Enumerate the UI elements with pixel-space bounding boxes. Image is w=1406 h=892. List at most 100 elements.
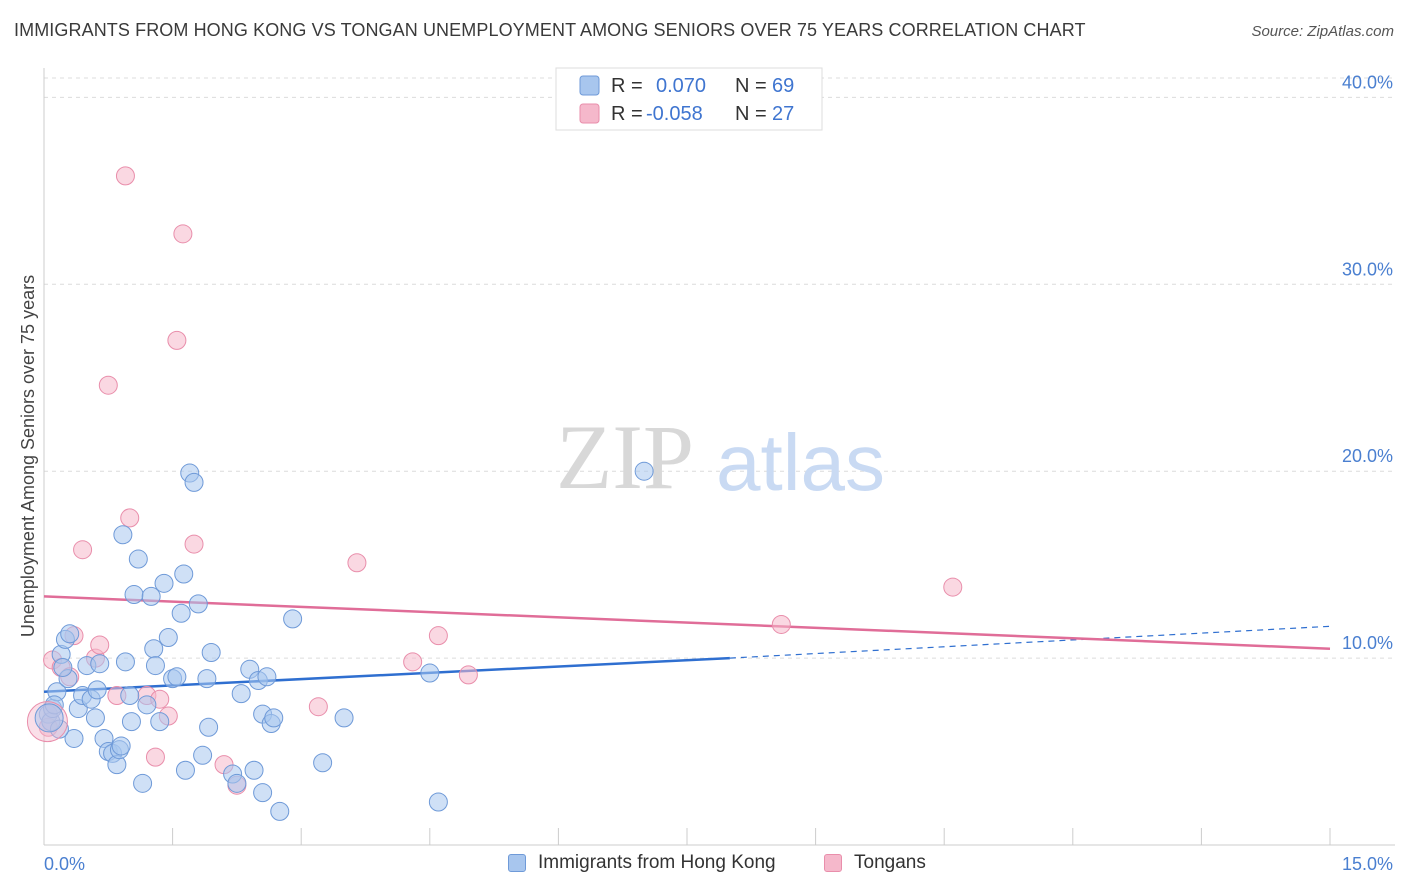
chart-title: IMMIGRANTS FROM HONG KONG VS TONGAN UNEM… xyxy=(14,20,1086,40)
legend-item-hong-kong[interactable]: Immigrants from Hong Kong xyxy=(508,852,776,874)
point-tongans xyxy=(120,508,140,528)
point-hong-kong xyxy=(193,745,213,765)
point-tongans xyxy=(308,697,328,717)
watermark-atlas: atlas xyxy=(716,418,885,507)
point-hong-kong xyxy=(87,680,107,700)
point-tongans xyxy=(115,166,135,186)
point-hong-kong xyxy=(184,472,204,492)
point-hong-kong xyxy=(264,708,284,728)
trend-line-hong-kong-extension xyxy=(729,625,1331,659)
point-hong-kong xyxy=(121,712,141,732)
y-axis-label: Unemployment Among Seniors over 75 years xyxy=(18,275,38,637)
point-tongans xyxy=(943,577,963,597)
point-hong-kong xyxy=(428,792,448,812)
axes xyxy=(43,68,1395,846)
point-hong-kong xyxy=(133,773,153,793)
tick-labels: 10.0% 20.0% 30.0% 40.0% 0.0% 15.0% xyxy=(44,72,1393,874)
legend-label-hong-kong: Immigrants from Hong Kong xyxy=(538,852,776,873)
point-hong-kong xyxy=(137,695,157,715)
legend-r-label-1: R = xyxy=(611,75,643,97)
legend-r-label-2: R = xyxy=(611,103,643,125)
point-hong-kong xyxy=(120,685,140,705)
point-hong-kong xyxy=(257,667,277,687)
legend-swatch-hong-kong xyxy=(508,854,526,872)
y-tick-label: 20.0% xyxy=(1342,446,1393,466)
point-tongans xyxy=(428,626,448,646)
point-hong-kong xyxy=(167,667,187,687)
point-hong-kong xyxy=(115,652,135,672)
point-hong-kong xyxy=(175,760,195,780)
x-tick-label: 0.0% xyxy=(44,854,85,874)
point-hong-kong xyxy=(158,628,178,648)
point-hong-kong xyxy=(201,642,221,662)
point-hong-kong xyxy=(90,654,110,674)
source-credit: Source: ZipAtlas.com xyxy=(1251,23,1394,40)
point-tongans xyxy=(458,665,478,685)
point-hong-kong xyxy=(128,549,148,569)
trend-lines xyxy=(43,595,1331,693)
point-hong-kong xyxy=(124,585,144,605)
point-hong-kong xyxy=(420,663,440,683)
point-hong-kong xyxy=(231,684,251,704)
point-hong-kong xyxy=(113,525,133,545)
point-hong-kong xyxy=(141,586,161,606)
legend-label-tongans: Tongans xyxy=(854,852,926,873)
point-hong-kong xyxy=(150,712,170,732)
legend-n-label-1: N = xyxy=(735,75,767,97)
point-tongans xyxy=(347,553,367,573)
legend-r-value-2: -0.058 xyxy=(646,103,703,125)
watermark-zip: ZIP xyxy=(556,406,694,508)
point-hong-kong xyxy=(283,609,303,629)
point-hong-kong xyxy=(111,736,131,756)
y-tick-label: 30.0% xyxy=(1342,259,1393,279)
point-hong-kong xyxy=(227,773,247,793)
point-hong-kong xyxy=(60,624,80,644)
legend-swatch-tongans xyxy=(824,854,842,872)
watermark: ZIP atlas xyxy=(556,406,885,508)
stats-legend: R = 0.070 N = 69 R = -0.058 N = 27 xyxy=(555,67,823,131)
legend-swatch-blue xyxy=(579,75,600,96)
point-hong-kong xyxy=(85,708,105,728)
legend-r-value-1: 0.070 xyxy=(656,75,706,97)
point-hong-kong xyxy=(145,656,165,676)
point-hong-kong xyxy=(313,753,333,773)
point-hong-kong xyxy=(34,703,64,733)
point-hong-kong xyxy=(244,760,264,780)
bottom-legend: Immigrants from Hong Kong Tongans xyxy=(0,852,1406,878)
point-hong-kong xyxy=(334,708,354,728)
y-tick-label: 10.0% xyxy=(1342,633,1393,653)
data-points xyxy=(26,166,963,821)
point-hong-kong xyxy=(197,669,217,689)
legend-n-value-2: 27 xyxy=(772,103,794,125)
point-tongans xyxy=(73,540,93,560)
grid-lines xyxy=(44,77,1395,659)
y-tick-label: 40.0% xyxy=(1342,72,1393,92)
point-hong-kong xyxy=(144,639,164,659)
point-hong-kong xyxy=(188,594,208,614)
point-hong-kong xyxy=(64,728,84,748)
trend-line-tongans xyxy=(43,595,1331,650)
point-hong-kong xyxy=(199,717,219,737)
point-hong-kong xyxy=(154,573,174,593)
legend-item-tongans[interactable]: Tongans xyxy=(824,852,926,874)
point-tongans xyxy=(173,224,193,244)
point-tongans xyxy=(771,614,791,634)
point-tongans xyxy=(184,534,204,554)
point-tongans xyxy=(90,635,110,655)
point-hong-kong xyxy=(270,801,290,821)
legend-swatch-pink xyxy=(579,103,600,124)
point-tongans xyxy=(403,652,423,672)
point-hong-kong xyxy=(53,657,73,677)
point-tongans xyxy=(145,747,165,767)
point-tongans xyxy=(167,330,187,350)
x-tick-label: 15.0% xyxy=(1342,854,1393,874)
point-tongans xyxy=(98,375,118,395)
trend-line-hong-kong xyxy=(43,656,730,693)
point-hong-kong xyxy=(634,461,654,481)
legend-n-label-2: N = xyxy=(735,103,767,125)
point-hong-kong xyxy=(171,603,191,623)
legend-n-value-1: 69 xyxy=(772,75,794,97)
point-hong-kong xyxy=(253,783,273,803)
point-hong-kong xyxy=(174,564,194,584)
